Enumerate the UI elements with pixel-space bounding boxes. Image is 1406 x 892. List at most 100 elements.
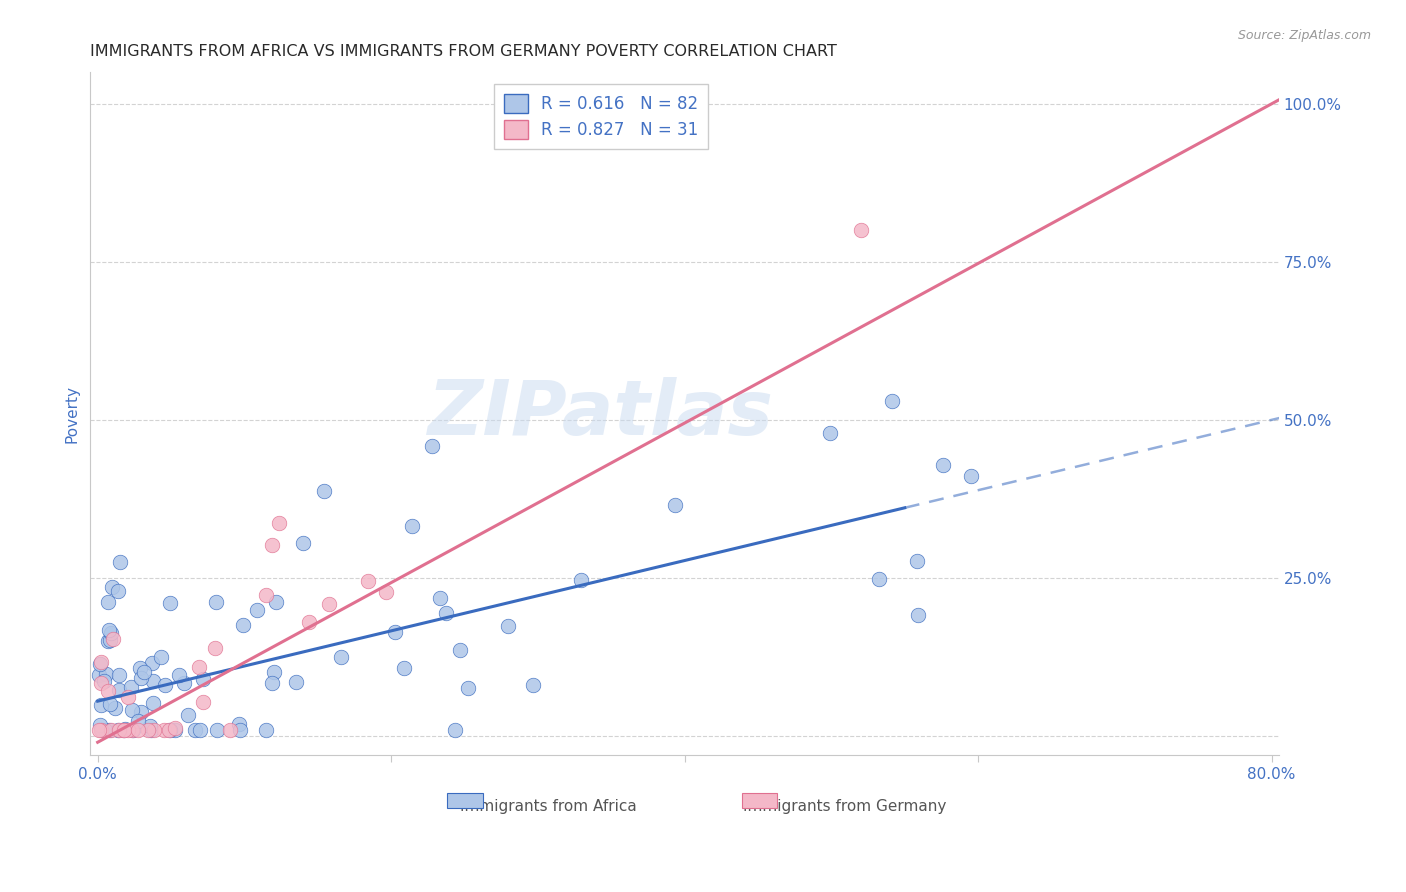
Point (112, 723, 135, 737)
Point (183, 723, 205, 737)
Point (127, 723, 149, 737)
Point (90, 723, 112, 737)
Point (204, 594, 226, 608)
Point (205, 723, 228, 737)
Point (173, 676, 195, 690)
Point (98, 723, 121, 737)
Point (153, 723, 176, 737)
Point (94, 723, 117, 737)
Point (267, 516, 290, 531)
Point (100, 580, 122, 594)
Point (229, 723, 252, 737)
Point (107, 584, 129, 599)
Point (905, 553, 928, 567)
Point (264, 595, 287, 609)
Point (849, 223, 872, 237)
Point (254, 723, 277, 737)
Point (157, 723, 180, 737)
Point (100, 723, 122, 737)
Point (496, 619, 519, 633)
Point (96, 666, 118, 681)
Point (163, 723, 186, 737)
Point (89, 723, 111, 737)
Text: Source: ZipAtlas.com: Source: ZipAtlas.com (1237, 29, 1371, 42)
Point (401, 519, 423, 533)
Point (131, 705, 153, 719)
Point (90, 655, 112, 669)
Point (297, 615, 319, 629)
Point (150, 650, 173, 665)
Text: ZIPatlas: ZIPatlas (429, 376, 775, 450)
Legend: R = 0.616   N = 82, R = 0.827   N = 31: R = 0.616 N = 82, R = 0.827 N = 31 (495, 84, 709, 149)
Text: Immigrants from Africa: Immigrants from Africa (460, 799, 637, 814)
Point (97, 634, 120, 648)
Point (121, 703, 143, 717)
Point (155, 677, 177, 691)
Point (122, 723, 145, 737)
Point (98, 632, 121, 647)
Point (329, 649, 352, 664)
Point (188, 723, 211, 737)
Point (820, 425, 842, 440)
Point (142, 674, 165, 689)
Point (132, 665, 155, 679)
Point (457, 681, 479, 695)
Point (246, 602, 269, 616)
Point (136, 723, 159, 737)
Point (420, 439, 443, 453)
Point (104, 701, 127, 715)
Point (121, 723, 143, 737)
Point (429, 591, 451, 605)
Point (522, 677, 544, 691)
Point (254, 588, 277, 602)
Point (177, 708, 200, 723)
Point (159, 723, 181, 737)
Point (108, 555, 131, 569)
Point (100, 626, 122, 640)
Point (159, 595, 181, 609)
Point (117, 723, 139, 737)
Point (375, 585, 398, 599)
Point (90, 723, 112, 737)
Bar (447, 793, 482, 808)
Point (108, 682, 131, 697)
Point (169, 667, 191, 681)
Point (384, 624, 406, 639)
Point (191, 672, 214, 686)
Point (141, 723, 163, 737)
Point (193, 695, 215, 709)
Point (129, 672, 152, 686)
Point (93, 674, 115, 689)
Point (90, 676, 112, 690)
Point (434, 607, 457, 621)
Point (141, 656, 163, 670)
Point (262, 675, 284, 690)
Point (188, 659, 211, 673)
Point (143, 723, 166, 737)
Point (89, 657, 111, 671)
Point (108, 668, 131, 682)
Point (117, 690, 139, 704)
Point (101, 632, 124, 647)
Point (569, 574, 592, 588)
Point (262, 538, 284, 552)
Point (97, 684, 120, 698)
Point (357, 574, 380, 588)
Point (284, 674, 307, 689)
Point (97, 623, 120, 637)
Point (882, 393, 904, 408)
Point (868, 572, 890, 586)
Point (90, 698, 112, 713)
Point (129, 660, 152, 674)
Text: IMMIGRANTS FROM AFRICA VS IMMIGRANTS FROM GERMANY POVERTY CORRELATION CHART: IMMIGRANTS FROM AFRICA VS IMMIGRANTS FRO… (90, 44, 837, 59)
Bar (742, 793, 778, 808)
Point (163, 722, 186, 736)
Point (204, 640, 226, 655)
Point (107, 723, 129, 737)
Point (450, 643, 472, 657)
Point (107, 723, 129, 737)
Point (89, 718, 111, 732)
Point (932, 458, 955, 472)
Point (98, 697, 121, 711)
Point (142, 697, 165, 711)
